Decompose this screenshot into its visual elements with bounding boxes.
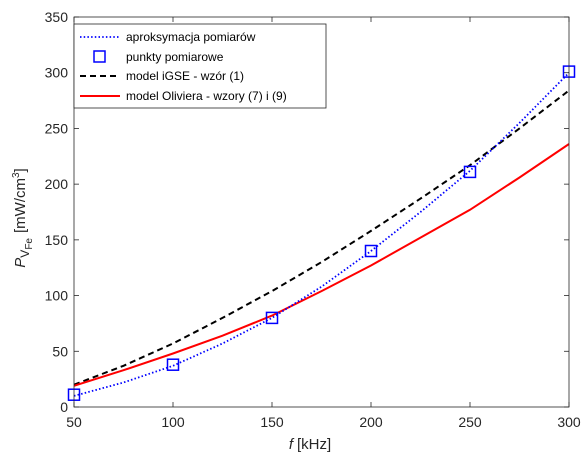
y-tick-label: 100: [45, 288, 69, 304]
x-axis-label-symbol: f: [289, 436, 295, 453]
legend: aproksymacja pomiarów punkty pomiarowe m…: [73, 23, 327, 109]
series-layer: [67, 65, 576, 401]
measurement-point: [166, 358, 180, 371]
y-axis-label-close: ]: [12, 168, 29, 172]
measurement-point: [265, 311, 279, 325]
measurement-point: [463, 165, 477, 179]
legend-label-approximation: aproksymacja pomiarów: [126, 30, 256, 44]
y-tick-label: 150: [45, 232, 69, 248]
x-axis-label-unit: [kHz]: [297, 436, 331, 453]
legend-entry-approximation: aproksymacja pomiarów: [80, 30, 256, 44]
y-axis-label-sub: V: [18, 250, 32, 258]
y-tick-label: 0: [60, 399, 68, 415]
x-tick-label: 200: [359, 414, 383, 430]
x-tick-label: 250: [458, 414, 482, 430]
y-axis-label-exponent: 3: [11, 172, 22, 178]
measurement-point: [364, 244, 378, 258]
y-tick-label: 350: [45, 9, 69, 25]
y-tick-label: 200: [45, 176, 69, 192]
x-axis-label: f [kHz]: [289, 436, 331, 453]
legend-swatch-measurement-points: [93, 50, 106, 63]
x-tick-label: 50: [66, 414, 82, 430]
legend-entry-oliviera: model Oliviera - wzory (7) i (9): [80, 89, 287, 103]
legend-label-measurement-points: punkty pomiarowe: [126, 50, 224, 64]
y-tick-label: 250: [45, 120, 69, 136]
y-tick-label: 300: [45, 65, 69, 81]
series-line-3: [74, 143, 570, 387]
x-tick-label: 100: [161, 414, 185, 430]
y-axis-label-subsub: Fe: [24, 238, 35, 250]
x-tick-label: 150: [260, 414, 284, 430]
legend-entry-igse: model iGSE - wzór (1): [80, 69, 244, 83]
y-axis-label-unit: [mW/cm: [12, 178, 29, 233]
legend-label-igse: model iGSE - wzór (1): [126, 69, 244, 83]
y-tick-label: 50: [52, 343, 68, 359]
series-line-0: [74, 72, 570, 397]
legend-entry-measurement-points: punkty pomiarowe: [93, 50, 224, 64]
legend-label-oliviera: model Oliviera - wzory (7) i (9): [126, 89, 287, 103]
y-axis-label: PVFe [mW/cm3]: [11, 168, 35, 267]
x-tick-label: 300: [557, 414, 581, 430]
series-line-2: [74, 89, 570, 386]
y-axis-label-symbol: P: [12, 258, 29, 268]
legend-box: [73, 23, 327, 109]
axes-box: [73, 16, 570, 408]
